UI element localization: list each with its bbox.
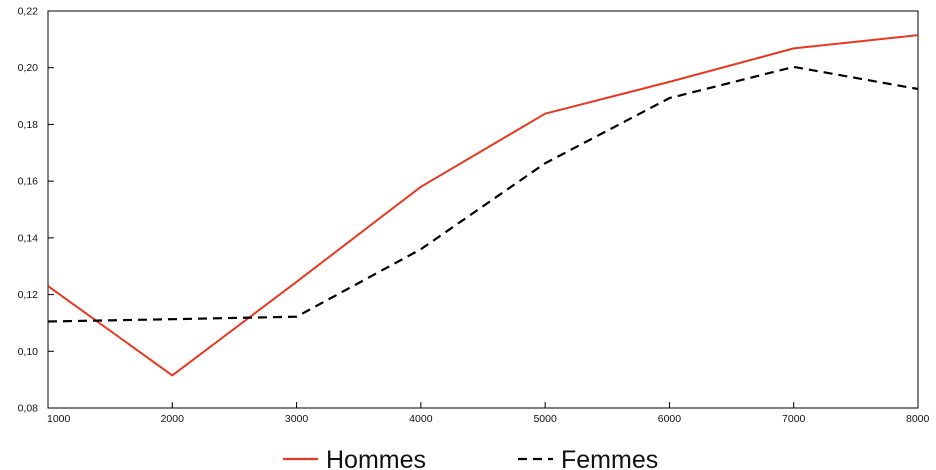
x-axis: 1000 2000 3000 4000 5000 6000 7000 8000 xyxy=(47,402,930,425)
plot-area-frame xyxy=(47,10,919,409)
x-tick-label: 4000 xyxy=(409,413,433,425)
y-tick-label: 0,16 xyxy=(18,176,39,188)
legend: Hommes Femmes xyxy=(283,446,658,470)
x-tick-label: 1000 xyxy=(47,413,71,425)
x-tick-label: 2000 xyxy=(161,413,185,425)
series-line-hommes xyxy=(47,34,919,377)
legend-label-femmes: Femmes xyxy=(561,446,658,470)
x-tick-label: 7000 xyxy=(782,413,806,425)
x-tick-label: 3000 xyxy=(285,413,309,425)
y-axis: 0,08 0,10 0,12 0,14 0,16 0,18 0,20 0,22 xyxy=(18,6,54,415)
y-tick-label: 0,12 xyxy=(18,289,39,301)
legend-label-hommes: Hommes xyxy=(326,446,426,470)
x-tick-label: 8000 xyxy=(906,413,930,425)
y-tick-label: 0,18 xyxy=(18,119,39,131)
y-tick-label: 0,10 xyxy=(18,346,39,358)
series-line-femmes xyxy=(47,65,919,323)
y-tick-label: 0,14 xyxy=(18,232,39,244)
series-layer xyxy=(47,34,919,377)
x-tick-label: 6000 xyxy=(658,413,682,425)
y-tick-label: 0,20 xyxy=(18,62,39,74)
y-tick-label: 0,22 xyxy=(18,6,39,18)
x-tick-label: 5000 xyxy=(533,413,557,425)
y-tick-label: 0,08 xyxy=(18,403,39,415)
